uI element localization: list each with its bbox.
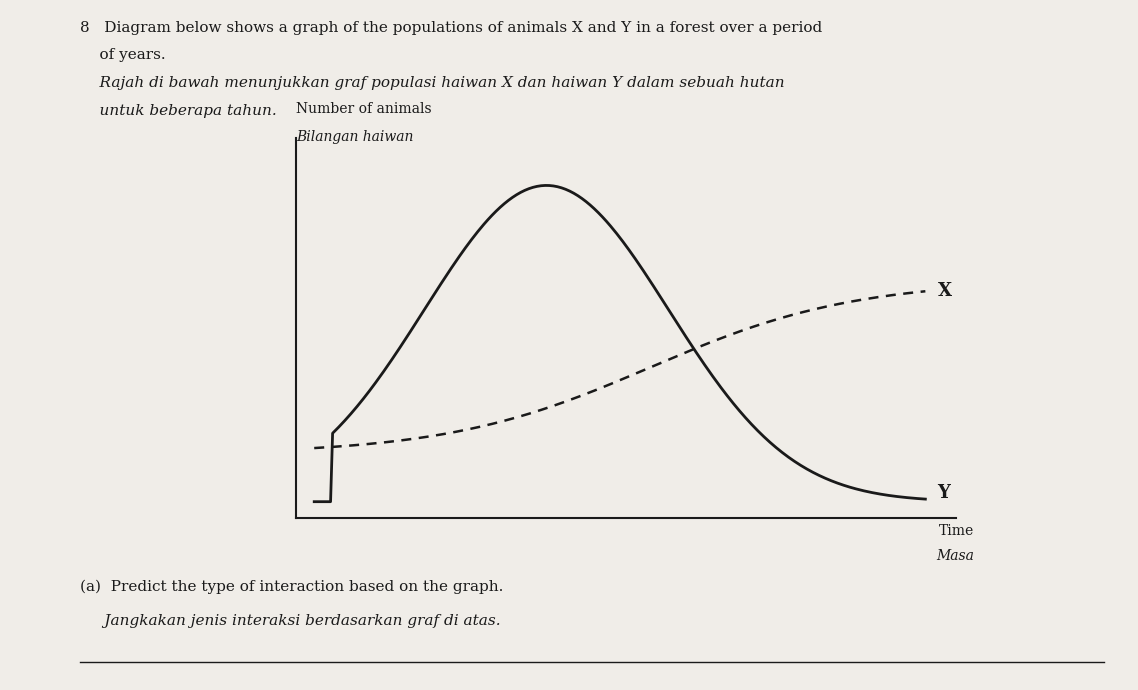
Text: untuk beberapa tahun.: untuk beberapa tahun.	[80, 104, 277, 117]
Text: Y: Y	[938, 484, 950, 502]
Text: 8   Diagram below shows a graph of the populations of animals X and Y in a fores: 8 Diagram below shows a graph of the pop…	[80, 21, 822, 34]
Text: Time: Time	[939, 524, 974, 538]
Text: Number of animals: Number of animals	[296, 102, 431, 116]
Text: X: X	[938, 282, 951, 300]
Text: Bilangan haiwan: Bilangan haiwan	[296, 130, 413, 144]
Text: of years.: of years.	[80, 48, 165, 62]
Text: (a)  Predict the type of interaction based on the graph.: (a) Predict the type of interaction base…	[80, 580, 503, 594]
Text: Jangkakan jenis interaksi berdasarkan graf di atas.: Jangkakan jenis interaksi berdasarkan gr…	[80, 614, 501, 628]
Text: Masa: Masa	[937, 549, 974, 563]
Text: Rajah di bawah menunjukkan graf populasi haiwan X dan haiwan Y dalam sebuah huta: Rajah di bawah menunjukkan graf populasi…	[80, 76, 784, 90]
